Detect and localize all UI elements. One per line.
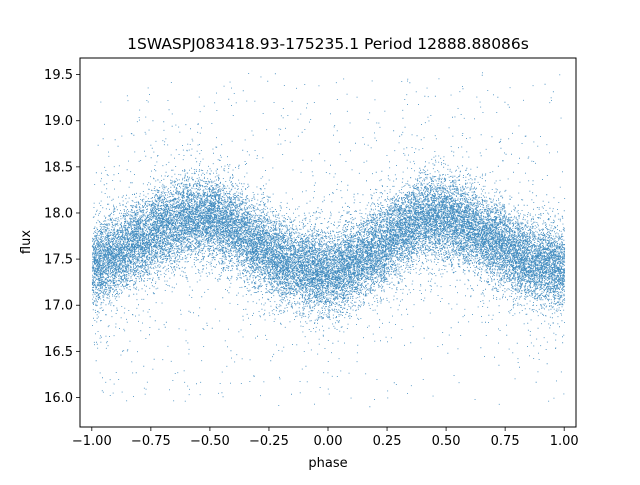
- y-tick-label: 18.5: [44, 160, 73, 175]
- x-tick-label: 0.50: [432, 434, 461, 449]
- x-axis-label: phase: [308, 456, 347, 471]
- y-tick-label: 16.0: [44, 391, 73, 406]
- y-axis-label: flux: [19, 230, 34, 254]
- x-axis: −1.00 −0.75 −0.50 −0.25 0.00 0.25 0.50 0.75 1.00: [72, 427, 579, 449]
- data-points: [91, 72, 566, 408]
- y-tick-label: 19.5: [44, 68, 73, 83]
- y-axis: 16.0 16.5 17.0 17.5 18.0 18.5 19.0 19.5: [44, 68, 80, 406]
- y-tick-label: 18.0: [44, 206, 73, 221]
- scatter-point-cloud: [91, 72, 566, 408]
- x-tick-label: 0.75: [491, 434, 520, 449]
- x-tick-label: 0.25: [373, 434, 402, 449]
- y-tick-label: 19.0: [44, 114, 73, 129]
- y-tick-label: 17.0: [44, 299, 73, 314]
- y-tick-label: 16.5: [44, 345, 73, 360]
- x-tick-label: −0.75: [131, 434, 171, 449]
- x-tick-label: 1.00: [550, 434, 579, 449]
- y-tick-label: 17.5: [44, 253, 73, 268]
- chart-title: 1SWASPJ083418.93-175235.1 Period 12888.8…: [127, 35, 529, 53]
- x-tick-label: −0.25: [249, 434, 289, 449]
- x-tick-label: −0.50: [190, 434, 230, 449]
- x-tick-label: 0.00: [314, 434, 343, 449]
- x-tick-label: −1.00: [72, 434, 112, 449]
